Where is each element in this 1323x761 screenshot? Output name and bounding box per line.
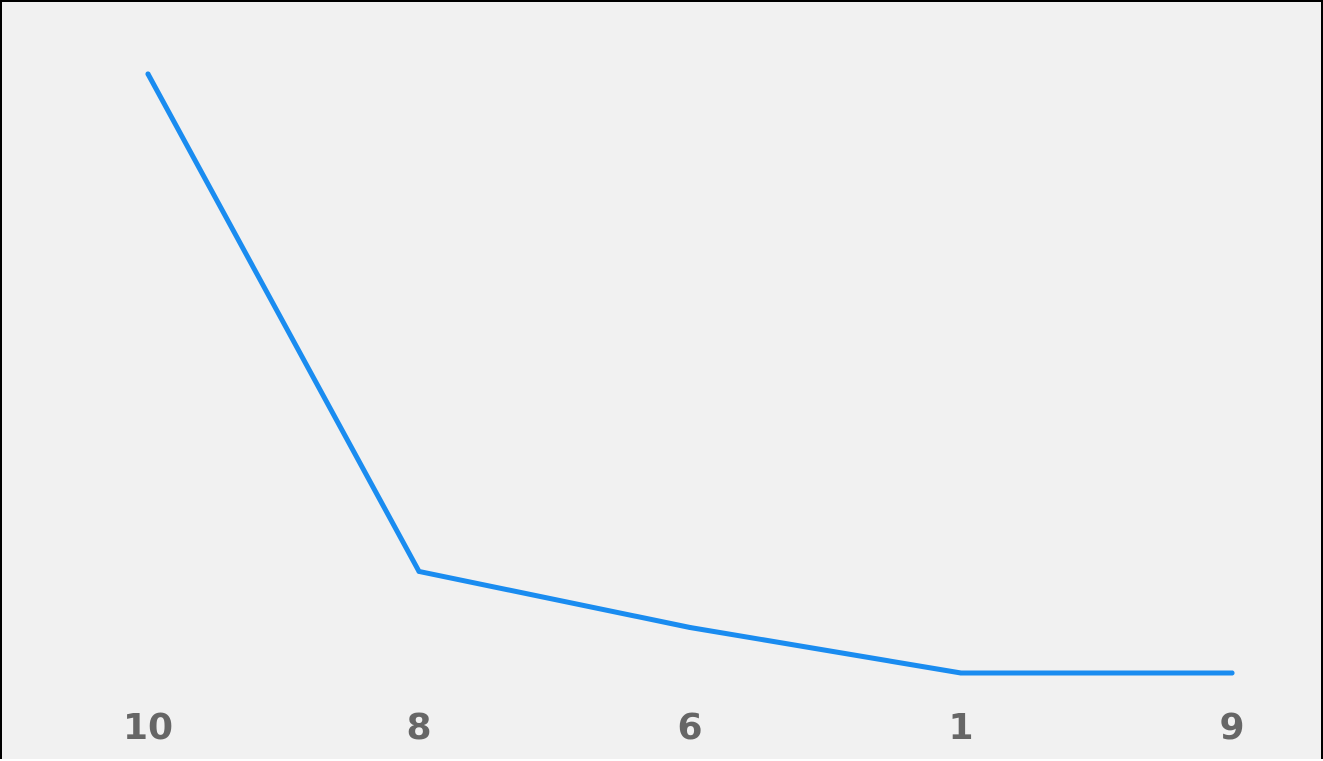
x-tick-label: 9 bbox=[1219, 707, 1244, 748]
x-tick-label: 6 bbox=[677, 707, 702, 748]
data-point bbox=[416, 568, 422, 574]
data-point bbox=[687, 625, 693, 630]
data-point bbox=[958, 670, 964, 676]
data-point bbox=[145, 71, 151, 77]
x-tick-label: 8 bbox=[406, 707, 431, 748]
x-tick-label: 10 bbox=[123, 707, 173, 748]
x-tick-labels: 10 8 6 1 9 bbox=[123, 707, 1245, 748]
series-group bbox=[145, 71, 1235, 676]
series-line bbox=[145, 71, 1235, 676]
data-point bbox=[1229, 670, 1235, 676]
x-tick-label: 1 bbox=[948, 707, 973, 748]
